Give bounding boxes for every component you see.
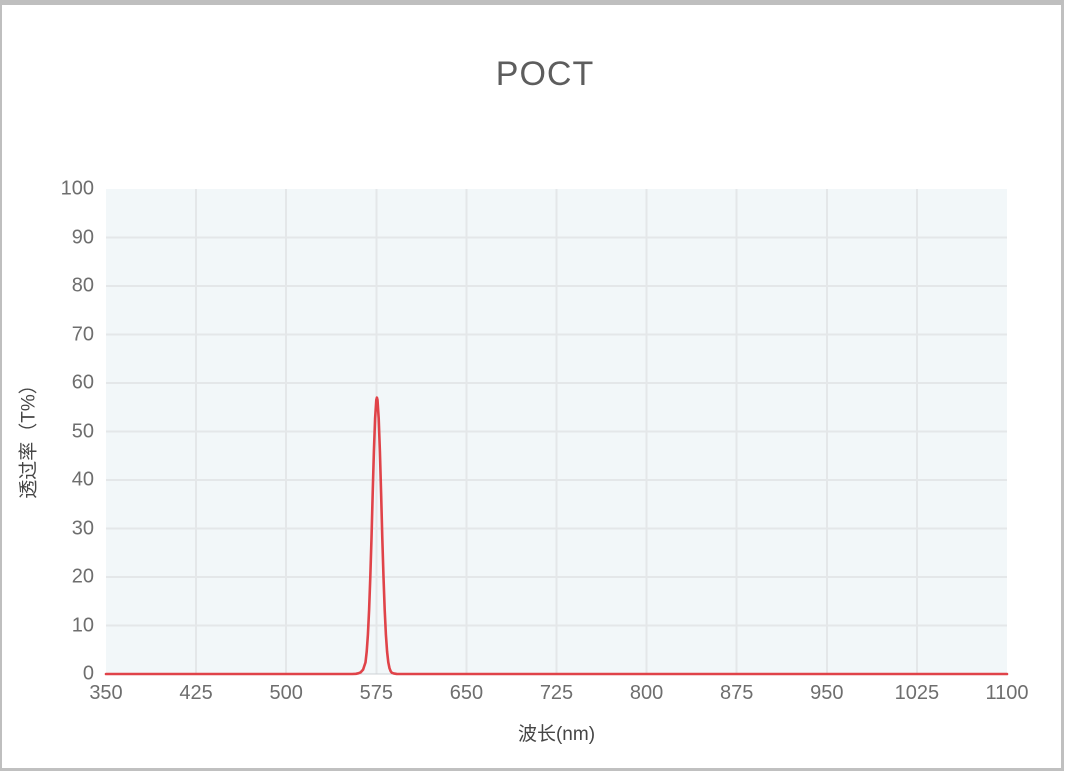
y-tick-label: 20 xyxy=(71,565,94,588)
y-tick-label: 50 xyxy=(71,420,94,442)
x-tick-label: 650 xyxy=(449,682,484,704)
x-axis-title: 波长(nm) xyxy=(517,724,596,745)
x-tick-label: 950 xyxy=(810,682,844,704)
x-tick-label: 800 xyxy=(629,682,664,704)
y-tick-label: 90 xyxy=(71,226,94,248)
x-tick-label: 350 xyxy=(89,682,123,704)
y-tick-label: 100 xyxy=(60,177,94,200)
chart-title: POCT xyxy=(495,55,595,93)
x-tick-label: 425 xyxy=(179,682,213,704)
x-tick-label: 1025 xyxy=(894,682,940,704)
y-tick-label: 40 xyxy=(71,468,94,491)
y-tick-label: 80 xyxy=(71,274,94,297)
x-tick-label: 875 xyxy=(720,682,754,704)
y-tick-label: 0 xyxy=(82,662,94,685)
x-tick-label: 500 xyxy=(269,682,303,704)
x-tick-label: 1100 xyxy=(985,682,1029,704)
y-tick-label: 70 xyxy=(71,323,94,345)
y-tick-label: 30 xyxy=(71,517,94,539)
y-tick-label: 10 xyxy=(71,614,94,636)
x-tick-label: 725 xyxy=(539,682,574,704)
series-line xyxy=(104,396,1009,676)
x-tick-label: 575 xyxy=(359,682,393,704)
y-tick-label: 60 xyxy=(71,371,94,394)
